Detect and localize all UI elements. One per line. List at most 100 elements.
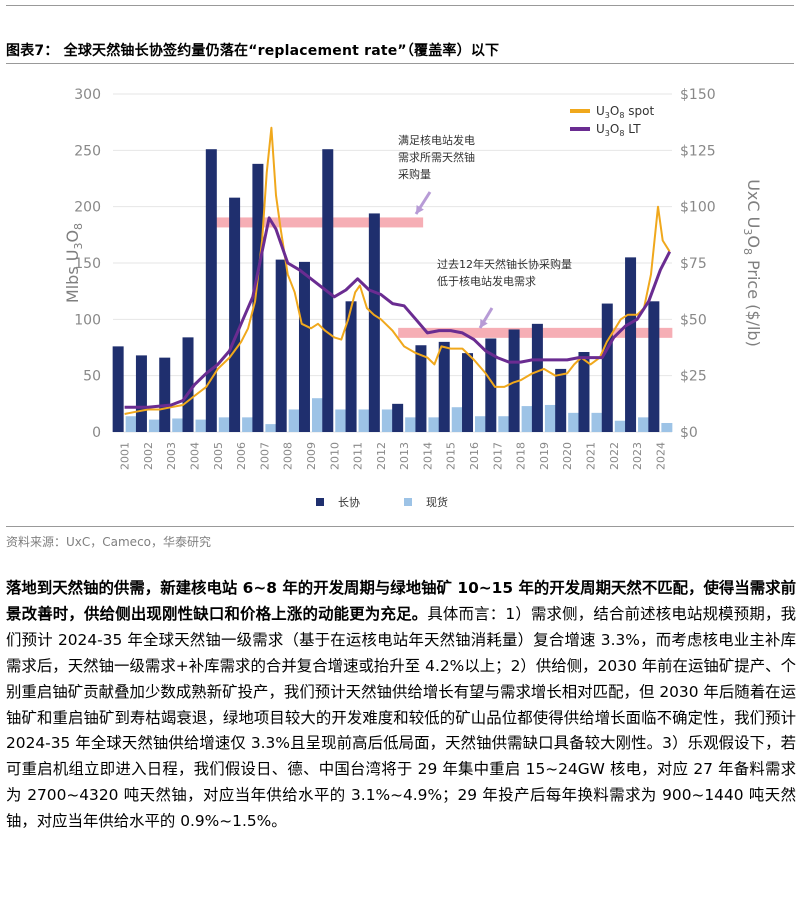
title-rule [6, 63, 794, 64]
x-tick-label: 2012 [375, 442, 388, 470]
bar-spot [265, 424, 277, 432]
bar-long-term [182, 337, 194, 432]
x-tick-label: 2007 [258, 442, 271, 470]
legend: U3O8 spot U3O8 LT 长协 现货 [316, 104, 654, 509]
bar-long-term [508, 329, 520, 432]
x-tick-label: 2015 [445, 442, 458, 470]
x-tick-label: 2013 [398, 442, 411, 470]
annotation-text: 需求所需天然铀 [398, 150, 475, 164]
bar-long-term [531, 323, 543, 432]
y-tick-label: 0 [92, 425, 101, 441]
x-tick-label: 2009 [305, 442, 318, 470]
x-tick-label: 2018 [515, 442, 528, 470]
x-tick-label: 2020 [561, 442, 574, 470]
bar-spot [218, 417, 230, 432]
bar-long-term [438, 341, 450, 432]
bar-long-term [345, 301, 357, 432]
bar-long-term [205, 149, 217, 432]
body-text: 具体而言：1）需求侧，结合前述核电站规模预期，我们预计 2024-35 年全球天… [6, 604, 796, 831]
y-tick-label: 150 [74, 256, 101, 272]
bar-long-term [462, 353, 474, 432]
bar-long-term [415, 345, 427, 432]
bar-spot [381, 409, 393, 432]
x-tick-label: 2011 [352, 442, 365, 470]
bar-spot [451, 407, 463, 432]
bar-long-term [625, 257, 637, 432]
legend-bar-swatch [404, 498, 412, 506]
bar-long-term [485, 338, 497, 432]
x-tick-label: 2006 [235, 442, 248, 470]
x-tick-label: 2003 [165, 442, 178, 470]
y2-tick-label: $75 [680, 256, 707, 272]
annotation-text: 过去12年天然铀长协采购量 [437, 257, 572, 271]
bar-long-term [229, 197, 241, 432]
y-tick-label: 300 [74, 87, 101, 103]
bars [112, 149, 673, 432]
annotation-arrowhead [416, 205, 424, 214]
bar-spot [172, 418, 184, 432]
bar-spot [288, 409, 300, 432]
bar-spot [148, 419, 160, 432]
bar-spot [242, 417, 254, 432]
top-rule [6, 5, 794, 6]
reference-band [207, 217, 424, 228]
chart: 0 50 100 150 200 250 300 $0 $25 $50 $75 $100 $125 $15… [63, 87, 763, 509]
x-tick-label: 2021 [584, 442, 597, 470]
bar-long-term [601, 303, 613, 432]
x-tick-label: 2016 [468, 442, 481, 470]
bar-long-term [648, 301, 660, 432]
y2-tick-label: $0 [680, 425, 698, 441]
bar-long-term [368, 213, 380, 432]
x-tick-label: 2014 [421, 442, 434, 470]
body-bold-lead: 落地到天然铀的供需，新建核电站 6~8 年的开发周期与绿地铀矿 10~15 年的… [6, 579, 796, 623]
bar-long-term [135, 355, 147, 432]
bar-spot [195, 419, 207, 432]
y-axis-title: Mlbs U3O8 [63, 223, 85, 303]
bar-long-term [298, 261, 310, 432]
bar-spot [405, 417, 417, 432]
bar-spot [568, 412, 580, 432]
x-tick-label: 2017 [491, 442, 504, 470]
bar-spot [335, 409, 347, 432]
annotation-text: 低于核电站发电需求 [437, 274, 536, 288]
bar-long-term [275, 259, 287, 432]
annotation-arrowhead [480, 319, 488, 328]
y2-tick-label: $50 [680, 312, 707, 328]
bar-spot [498, 416, 510, 432]
bar-spot [638, 417, 650, 432]
annotation-text: 满足核电站发电 [398, 133, 475, 147]
legend-bar-swatch [316, 498, 324, 506]
x-tick-label: 2002 [142, 442, 155, 470]
annotation-text: 采购量 [398, 167, 431, 181]
body-paragraph: 落地到天然铀的供需，新建核电站 6~8 年的开发周期与绿地铀矿 10~15 年的… [6, 576, 796, 835]
y2-tick-label: $125 [680, 143, 716, 159]
legend-bar-label: 现货 [426, 495, 448, 509]
figure-title: 图表7： 全球天然铀长协签约量仍落在“replacement rate”（覆盖率… [6, 43, 500, 59]
bar-spot [311, 398, 323, 432]
line-lt-price [124, 216, 672, 409]
bar-spot [614, 420, 626, 432]
bar-spot [125, 416, 137, 432]
legend-bar-label: 长协 [338, 495, 360, 509]
bar-long-term [555, 368, 567, 432]
y2-tick-label: $150 [680, 87, 716, 103]
bar-long-term [392, 403, 404, 432]
legend-line-label: U3O8 spot [596, 104, 654, 120]
y2-tick-label: $100 [680, 200, 716, 216]
bar-spot [591, 412, 603, 432]
x-tick-label: 2001 [119, 442, 132, 470]
x-tick-label: 2024 [654, 442, 667, 470]
y2-axis-title: UxC U3O8 Price ($/lb) [741, 179, 763, 347]
x-tick-label: 2008 [282, 442, 295, 470]
price-lines [124, 126, 672, 415]
y2-tick-label: $25 [680, 369, 707, 385]
bar-spot [521, 406, 533, 432]
y-tick-label: 50 [83, 369, 101, 385]
bar-spot [661, 422, 673, 432]
x-tick-label: 2005 [212, 442, 225, 470]
bar-spot [475, 416, 487, 432]
figure-source: 资料来源：UxC，Cameco，华泰研究 [6, 535, 212, 549]
line-spot-price [124, 126, 671, 415]
x-tick-label: 2010 [328, 442, 341, 470]
